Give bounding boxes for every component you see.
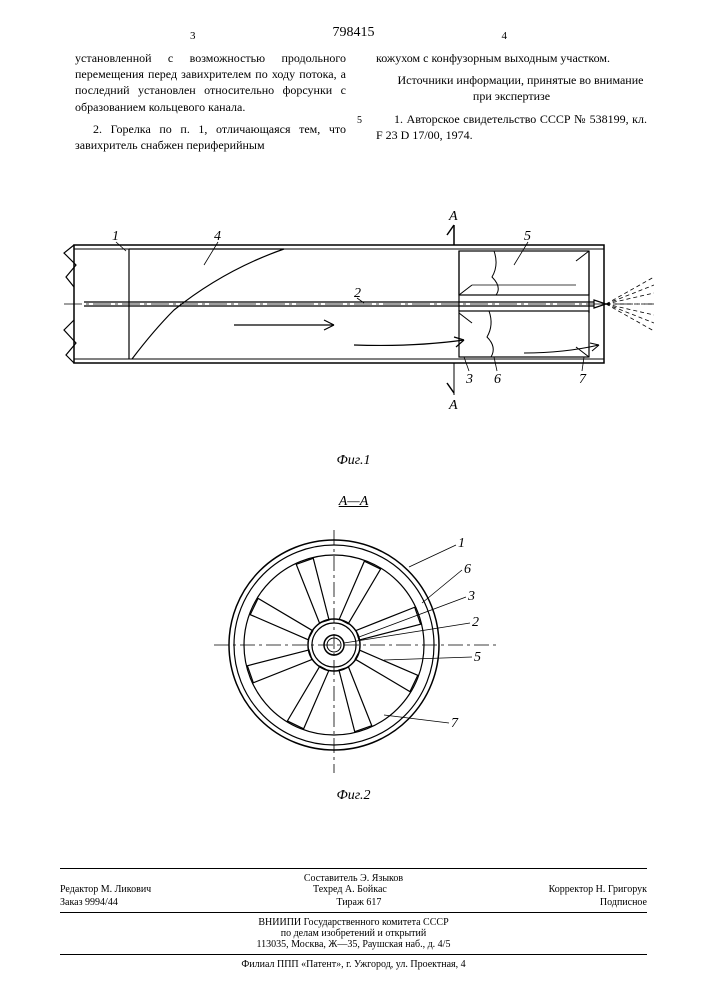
footer-address1: 113035, Москва, Ж—35, Раушская наб., д. … <box>60 939 647 950</box>
right-heading: Источники информации, принятые во вниман… <box>376 72 647 104</box>
footer-org2: по делам изобретений и открытий <box>60 928 647 939</box>
text-columns: установленной с возможностью продольного… <box>75 50 647 159</box>
callout-6: 6 <box>494 372 501 387</box>
footer-tirage: Тираж 617 <box>336 897 381 908</box>
figure-2: 1 6 3 2 5 7 <box>194 520 514 780</box>
right-para1: кожухом с конфузорным выходным участком. <box>376 50 647 66</box>
f2-callout-6: 6 <box>464 562 471 577</box>
section-a-top: А <box>448 209 458 224</box>
f2-callout-2: 2 <box>472 615 479 630</box>
figure-1: А А <box>54 205 654 445</box>
f2-callout-5: 5 <box>474 650 481 665</box>
callout-5: 5 <box>524 229 531 244</box>
doc-number: 798415 <box>333 25 375 41</box>
footer-techred: Техред А. Бойкас <box>313 884 387 895</box>
page-num-right: 4 <box>502 30 508 42</box>
left-column: установленной с возможностью продольного… <box>75 50 346 159</box>
line-num-5: 5 <box>357 115 362 126</box>
f2-callout-3: 3 <box>467 589 475 604</box>
footer-compiler: Составитель Э. Языков <box>60 873 647 884</box>
footer-subscription: Подписное <box>600 897 647 908</box>
footer-editor: Редактор М. Ликович <box>60 884 151 895</box>
f2-callout-1: 1 <box>458 536 465 551</box>
figure-area: А А <box>50 205 657 804</box>
right-column: кожухом с конфузорным выходным участком.… <box>376 50 647 159</box>
section-a-bottom: А <box>448 398 458 413</box>
footer-address2: Филиал ППП «Патент», г. Ужгород, ул. Про… <box>60 959 647 970</box>
callout-3: 3 <box>465 372 473 387</box>
callout-4: 4 <box>214 229 221 244</box>
left-para1: установленной с возможностью продольного… <box>75 50 346 115</box>
callout-7: 7 <box>579 372 587 387</box>
footer-org1: ВНИИПИ Государственного комитета СССР <box>60 917 647 928</box>
section-aa-title: А—А <box>50 494 657 510</box>
callout-1: 1 <box>112 229 119 244</box>
footer-corrector: Корректор Н. Григорук <box>549 884 647 895</box>
right-para2: 1. Авторское свидетельство СССР № 538199… <box>376 111 647 143</box>
f2-callout-7: 7 <box>451 716 459 731</box>
fig2-label: Фиг.2 <box>50 788 657 804</box>
footer-order: Заказ 9994/44 <box>60 897 118 908</box>
fig1-label: Фиг.1 <box>50 453 657 469</box>
page-num-left: 3 <box>190 30 196 42</box>
left-para2: 2. Горелка по п. 1, отличающаяся тем, чт… <box>75 121 346 153</box>
footer: Составитель Э. Языков Редактор М. Ликови… <box>60 864 647 970</box>
